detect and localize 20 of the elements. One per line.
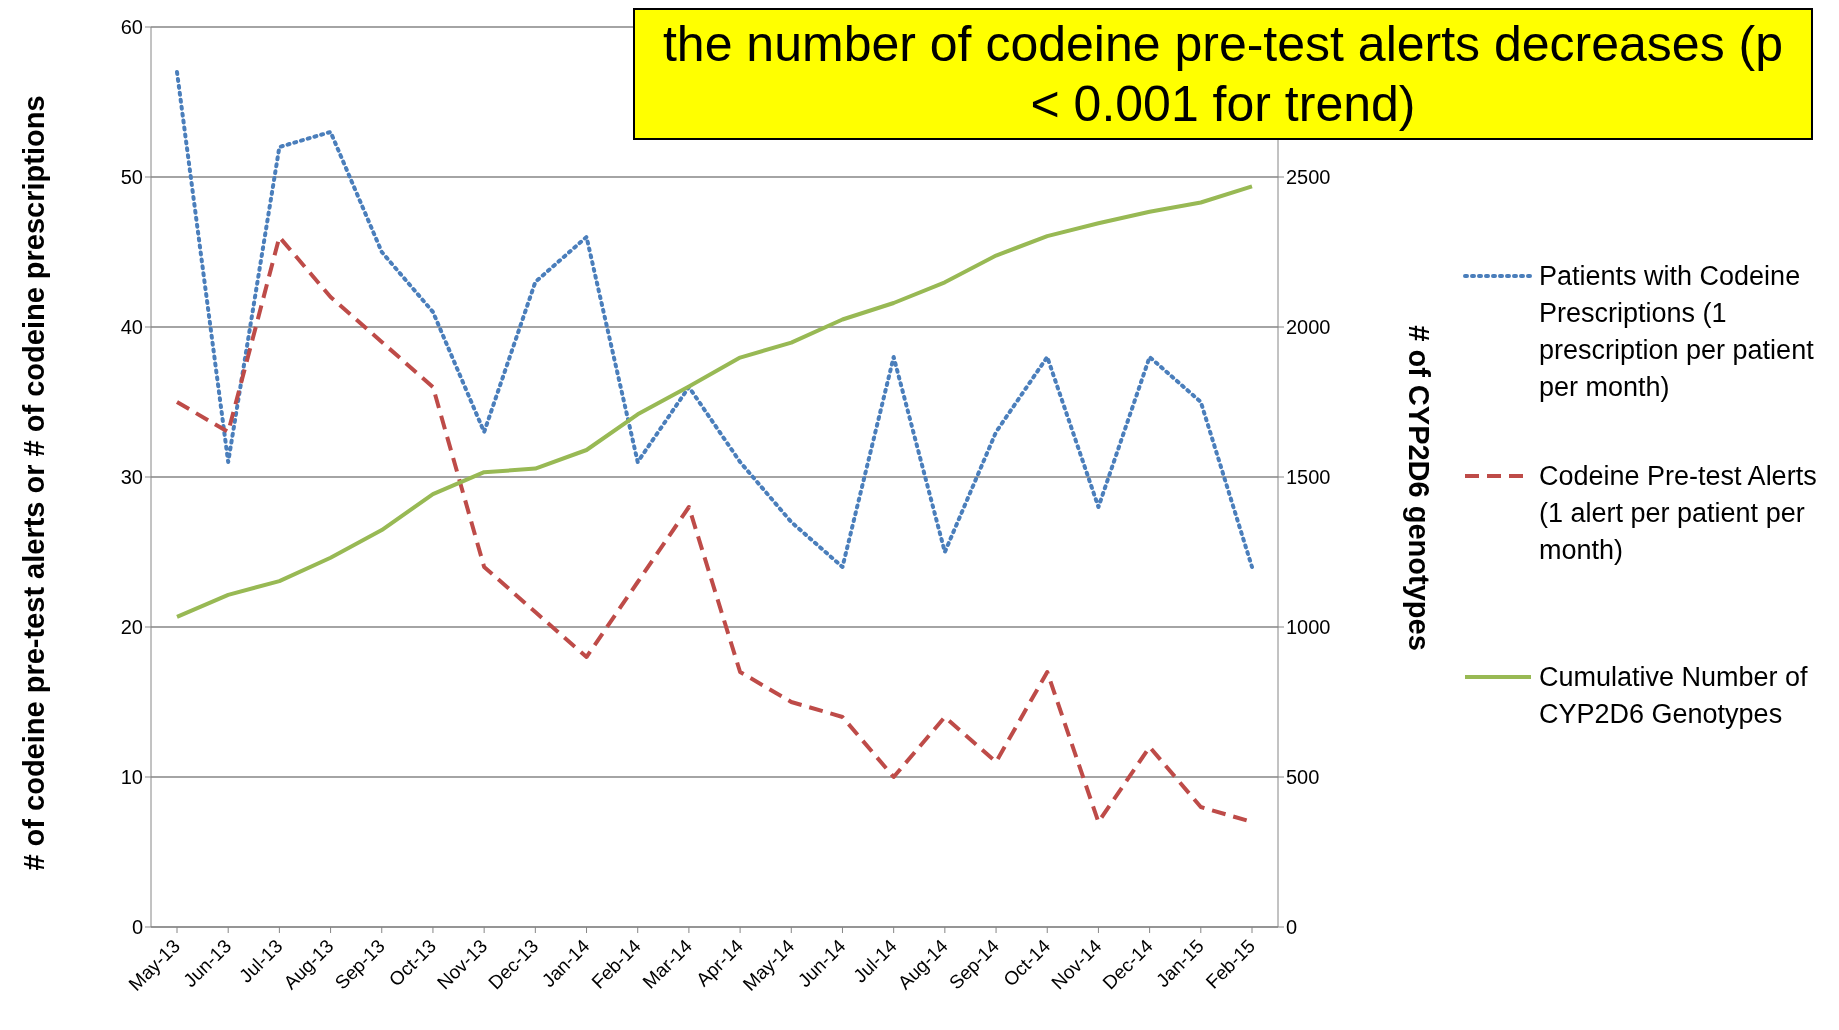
legend-label: Patients with Codeine Prescriptions (1 prescription per patient per month) [1539, 260, 1815, 404]
legend-label: Cumulative Number of CYP2D6 Genotypes [1539, 661, 1809, 731]
y2-tick-label: 2500 [1286, 166, 1331, 189]
y2-tick-label: 2000 [1286, 316, 1331, 339]
y-tick-label: 50 [120, 166, 143, 189]
y2-tick-label: 1500 [1286, 466, 1331, 489]
y2-axis-title: # of CYP2D6 genotypes [1401, 325, 1435, 651]
legend-label: Codeine Pre-test Alerts (1 alert per patient per month) [1539, 460, 1818, 567]
y-tick-label: 20 [120, 616, 143, 639]
y-tick-label: 60 [120, 16, 143, 39]
y-tick-label: 10 [120, 766, 143, 789]
y-tick-label: 0 [131, 916, 143, 939]
y2-tick-label: 1000 [1286, 616, 1331, 639]
y2-tick-label: 500 [1286, 766, 1320, 789]
y-tick-label: 30 [120, 466, 143, 489]
line-series [175, 184, 1254, 619]
y2-tick-label: 0 [1286, 916, 1298, 939]
y-tick-label: 40 [120, 316, 143, 339]
annotation: the number of codeine pre-test alerts decreases (p < 0.001 for trend) [633, 8, 1813, 140]
y-axis-title: # of codeine pre-test alerts or # of codeine prescriptions [17, 95, 51, 871]
